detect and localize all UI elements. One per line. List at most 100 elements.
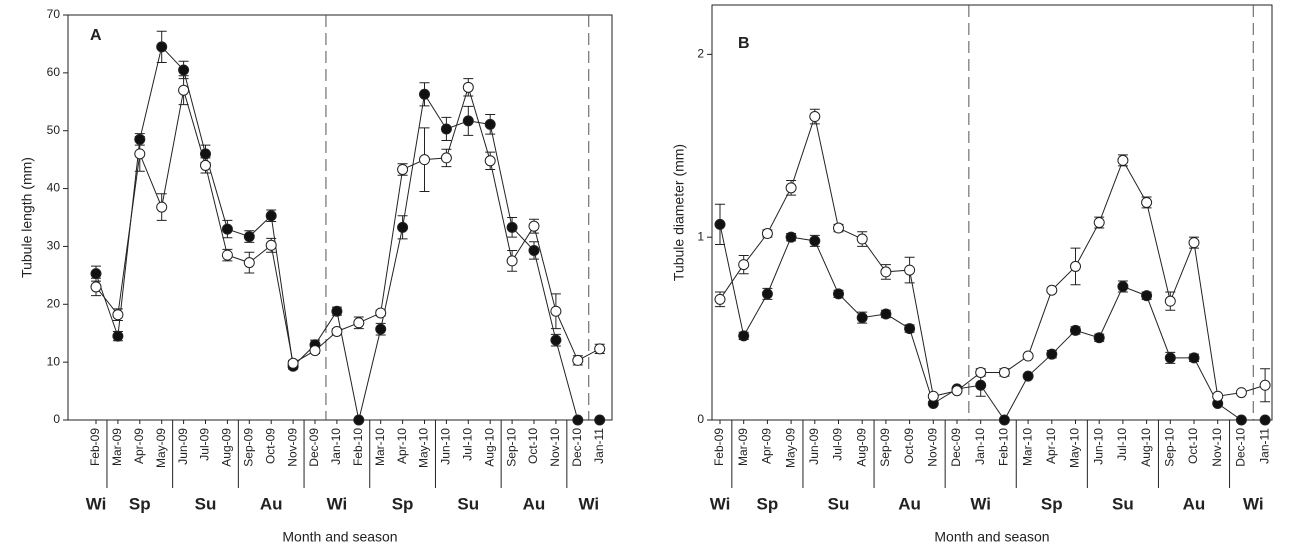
data-point	[462, 81, 474, 93]
data-point	[1235, 414, 1247, 426]
data-point	[904, 264, 916, 276]
data-point	[528, 220, 540, 232]
data-point	[528, 244, 540, 256]
y-tick-label: 2	[697, 47, 704, 61]
season-label: Wi	[710, 494, 731, 513]
data-point	[1046, 348, 1058, 360]
x-tick-label: May-10	[417, 428, 431, 468]
data-point	[484, 118, 496, 130]
data-point	[856, 312, 868, 324]
data-point	[156, 41, 168, 53]
data-point	[550, 334, 562, 346]
data-point	[331, 325, 343, 337]
season-label: Wi	[970, 494, 991, 513]
x-tick-label: Aug-10	[482, 428, 496, 467]
season-label: Sp	[392, 494, 414, 513]
x-tick-label: Feb-10	[997, 428, 1011, 466]
x-tick-label: Mar-09	[736, 428, 750, 466]
x-tick-label: Oct-09	[902, 428, 916, 464]
season-label: Sp	[757, 494, 779, 513]
data-point	[880, 266, 892, 278]
y-axis-label: Tubule diameter (mm)	[671, 144, 687, 281]
data-point	[1235, 387, 1247, 399]
season-label: Au	[898, 494, 921, 513]
x-tick-label: Feb-10	[351, 428, 365, 466]
plot-frame	[67, 14, 613, 421]
data-point	[1046, 284, 1058, 296]
x-tick-label: May-10	[1068, 428, 1082, 468]
x-tick-label: Nov-10	[548, 428, 562, 467]
data-point	[200, 159, 211, 171]
x-axis-label: Month and season	[282, 529, 397, 545]
x-tick-label: Jun-10	[439, 428, 453, 465]
y-axis-label: Tubule length (mm)	[19, 157, 35, 278]
x-tick-label: Jul-10	[460, 428, 474, 461]
x-tick-label: Jun-09	[807, 428, 821, 465]
data-point	[833, 222, 844, 234]
data-point	[714, 218, 726, 230]
x-tick-label: Jan-11	[592, 428, 606, 464]
x-tick-label: Apr-10	[1044, 428, 1058, 464]
x-tick-label: Oct-10	[1186, 428, 1200, 464]
data-point	[951, 385, 963, 397]
season-label: Au	[260, 494, 283, 513]
data-point	[1070, 260, 1081, 272]
x-tick-label: Oct-10	[526, 428, 540, 464]
data-point	[90, 268, 102, 280]
data-point	[440, 123, 452, 135]
x-tick-label: Aug-10	[1139, 428, 1153, 467]
data-point	[1188, 237, 1200, 249]
data-point	[462, 115, 474, 127]
data-point	[998, 366, 1010, 378]
season-label: Au	[523, 494, 546, 513]
x-tick-label: Jan-11	[1257, 428, 1271, 464]
data-point	[904, 323, 916, 335]
y-tick-label: 10	[47, 354, 61, 368]
y-tick-label: 30	[47, 239, 61, 253]
data-point	[90, 281, 102, 293]
x-tick-label: Oct-09	[263, 428, 277, 464]
season-label: Sp	[129, 494, 151, 513]
x-tick-label: Mar-10	[1020, 428, 1034, 466]
x-tick-label: Jul-10	[1115, 428, 1129, 461]
season-label: Wi	[1243, 494, 1264, 513]
data-point	[331, 305, 343, 317]
data-point	[178, 84, 190, 96]
x-tick-label: Apr-10	[395, 428, 409, 464]
data-point	[975, 366, 987, 378]
data-point	[856, 233, 868, 245]
data-point	[1188, 352, 1200, 364]
data-point	[1093, 217, 1105, 229]
season-label: Su	[457, 494, 479, 513]
panel-label: A	[90, 27, 102, 44]
data-point	[1022, 350, 1034, 362]
x-tick-label: Apr-09	[760, 428, 774, 464]
data-point	[134, 148, 146, 160]
data-point	[353, 414, 365, 426]
data-point	[200, 148, 211, 160]
series-line	[719, 224, 1266, 421]
data-point	[1093, 332, 1105, 344]
x-tick-label: Jul-09	[831, 428, 845, 461]
data-point	[178, 64, 190, 76]
data-point	[594, 414, 606, 426]
data-point	[809, 111, 821, 123]
data-point	[738, 330, 750, 342]
data-point	[975, 379, 987, 391]
y-tick-label: 60	[47, 65, 61, 79]
x-tick-label: Dec-09	[307, 428, 321, 467]
x-tick-label: Sep-10	[504, 428, 518, 467]
season-label: Au	[1183, 494, 1206, 513]
data-point	[998, 414, 1010, 426]
data-point	[1141, 290, 1153, 302]
x-tick-label: Nov-10	[1210, 428, 1224, 467]
data-point	[440, 152, 452, 164]
series-line	[95, 45, 600, 421]
data-point	[927, 390, 939, 402]
data-point	[112, 330, 124, 342]
data-point	[1022, 370, 1034, 382]
data-point	[594, 343, 606, 355]
data-point	[287, 357, 299, 369]
data-point	[550, 305, 562, 317]
x-tick-label: Dec-10	[570, 428, 584, 467]
